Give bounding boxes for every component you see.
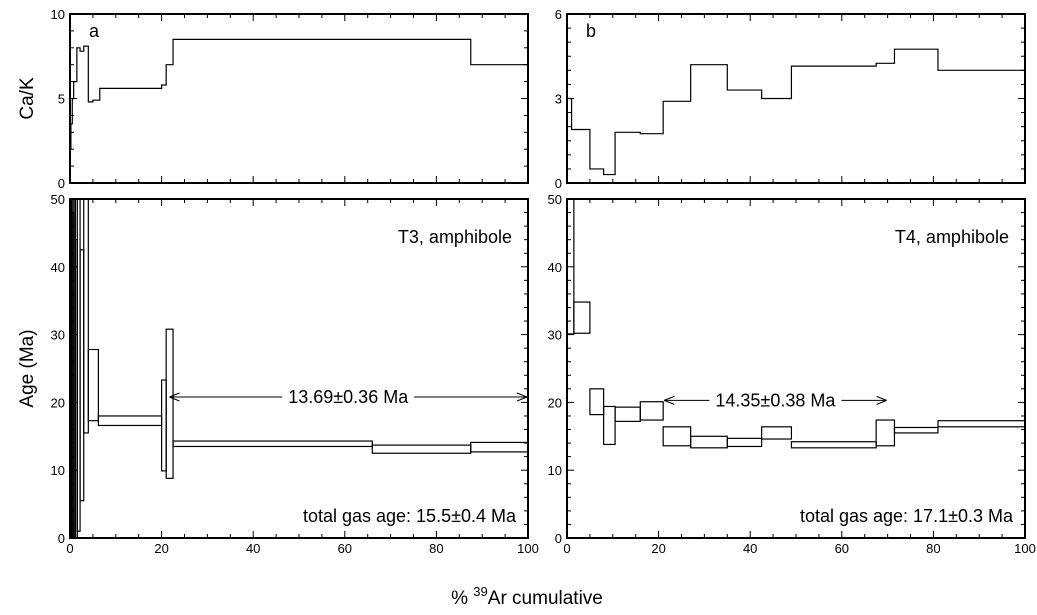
age-step-box — [566, 198, 575, 335]
age-step-box — [937, 420, 1026, 428]
total-gas-age-label: total gas age: 15.5±0.4 Ma — [303, 506, 517, 526]
age-step-box — [639, 401, 664, 421]
age-step-box — [589, 388, 605, 416]
arrowhead-left — [663, 395, 675, 405]
x-tick-label: 100 — [517, 541, 539, 556]
y-tick-label: 20 — [548, 395, 562, 410]
x-tick-label: 20 — [651, 541, 665, 556]
x-tick-label: 40 — [743, 541, 757, 556]
y-tick-label: 5 — [58, 92, 65, 107]
y-tick-label: 3 — [555, 92, 562, 107]
arrowhead-left — [169, 392, 180, 402]
y-tick-label: 0 — [555, 176, 562, 191]
x-tick-label: 60 — [835, 541, 849, 556]
x-tick-label: 60 — [338, 541, 352, 556]
plot-frame — [69, 198, 529, 539]
age-step-box — [875, 419, 896, 447]
age-step-box — [893, 426, 939, 434]
y-tick-label: 50 — [51, 192, 65, 207]
arrowhead-right — [516, 392, 528, 402]
x-tick-label: 0 — [66, 541, 73, 556]
age-step-box — [614, 406, 641, 422]
x-axis-title: % 39Ar cumulative — [451, 584, 603, 609]
sample-label: T4, amphibole — [895, 227, 1009, 247]
y-tick-label: 30 — [548, 328, 562, 343]
x-tick-label: 40 — [246, 541, 260, 556]
panel-letter: a — [89, 21, 100, 41]
x-tick-label: 0 — [563, 541, 570, 556]
x-tick-label: 80 — [429, 541, 443, 556]
age-step-box — [690, 435, 728, 449]
y-tick-label: 0 — [58, 176, 65, 191]
age-step-box — [573, 301, 591, 334]
age-step-box — [470, 441, 529, 453]
age-step-box — [87, 348, 99, 422]
panel-letter: b — [586, 21, 596, 41]
y-tick-label: 6 — [555, 7, 562, 22]
age-step-box — [165, 328, 174, 479]
age-step-box — [662, 426, 692, 447]
age-step-box — [97, 415, 163, 427]
y-tick-label: 20 — [51, 395, 65, 410]
y-tick-label: 30 — [51, 328, 65, 343]
panel-a-age: 0 10 20 30 40 50 0 20 40 60 80 100 Age (Ma) T3, amphi… — [17, 192, 539, 556]
age-step-box — [790, 441, 877, 449]
x-tick-label: 80 — [926, 541, 940, 556]
age-step-box — [83, 198, 89, 434]
plot-frame — [566, 198, 1026, 539]
y-axis-title: Age (Ma) — [17, 329, 38, 407]
panel-b-age: 0 10 20 30 40 50 0 20 40 60 80 100 T4, amphibole tota… — [548, 192, 1036, 556]
ca-k-step-line — [70, 38, 528, 150]
y-tick-label: 10 — [51, 463, 65, 478]
x-tick-label: 20 — [154, 541, 168, 556]
ca-k-step-line — [567, 48, 1025, 176]
panel-a-ca: 0 5 10 Ca/K a — [17, 7, 529, 191]
age-step-box — [603, 405, 616, 446]
age-step-box — [371, 444, 472, 454]
y-tick-label: 50 — [548, 192, 562, 207]
y-axis-title: Ca/K — [17, 77, 38, 120]
plateau-age-label: 14.35±0.38 Ma — [715, 390, 836, 410]
arrowhead-right — [876, 395, 887, 405]
plateau-age-label: 13.69±0.36 Ma — [288, 387, 409, 407]
y-tick-label: 0 — [58, 531, 65, 546]
sample-label: T3, amphibole — [398, 227, 512, 247]
panel-b-ca: 0 3 6 b — [555, 7, 1026, 191]
y-tick-label: 40 — [51, 260, 65, 275]
plot-frame — [566, 13, 1026, 184]
age-step-box — [172, 440, 373, 448]
age-step-box — [726, 437, 763, 448]
x-tick-label: 100 — [1014, 541, 1036, 556]
y-tick-label: 0 — [555, 531, 562, 546]
age-step-box — [161, 379, 167, 472]
y-tick-label: 10 — [51, 7, 65, 22]
total-gas-age-label: total gas age: 17.1±0.3 Ma — [800, 506, 1014, 526]
y-tick-label: 10 — [548, 463, 562, 478]
y-tick-label: 40 — [548, 260, 562, 275]
age-step-box — [761, 426, 793, 440]
